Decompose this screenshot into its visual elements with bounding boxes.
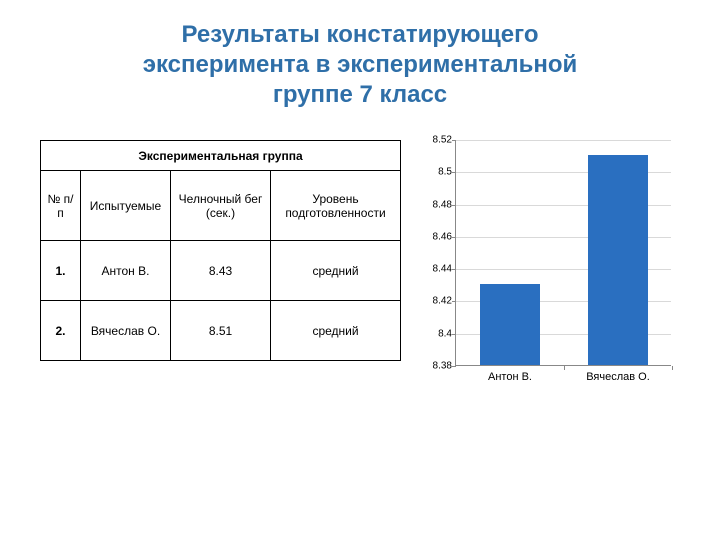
x-tickmark	[672, 366, 673, 370]
title-line-2: эксперимента в экспериментальной	[143, 51, 578, 78]
table-group-header: Экспериментальная группа	[41, 141, 401, 171]
content-row: Экспериментальная группа № п/п Испытуемы…	[40, 140, 680, 390]
page-title: Результаты констатирующего эксперимента …	[40, 20, 680, 110]
table-row: 1. Антон В. 8.43 средний	[41, 241, 401, 301]
title-line-1: Результаты констатирующего	[182, 21, 539, 48]
cell-level: средний	[271, 241, 401, 301]
bar	[480, 284, 539, 365]
col-header-time: Челночный бег (сек.)	[171, 171, 271, 241]
y-tick-label: 8.5	[438, 167, 456, 178]
cell-level: средний	[271, 301, 401, 361]
table-column-header-row: № п/п Испытуемые Челночный бег (сек.) Ур…	[41, 171, 401, 241]
title-line-3: группе 7 класс	[273, 81, 447, 108]
bar-chart-wrap: 8.388.48.428.448.468.488.58.52Антон В.Вя…	[421, 140, 680, 390]
cell-name: Антон В.	[81, 241, 171, 301]
plot-area: 8.388.48.428.448.468.488.58.52Антон В.Вя…	[455, 140, 671, 366]
bar-chart: 8.388.48.428.448.468.488.58.52Антон В.Вя…	[421, 140, 671, 390]
x-axis-label: Антон В.	[456, 365, 564, 383]
y-tick-label: 8.46	[433, 231, 456, 242]
y-tick-label: 8.44	[433, 264, 456, 275]
slide: Результаты констатирующего эксперимента …	[0, 0, 720, 540]
data-table-wrap: Экспериментальная группа № п/п Испытуемы…	[40, 140, 401, 390]
data-table: Экспериментальная группа № п/п Испытуемы…	[40, 140, 401, 361]
table-row: 2. Вячеслав О. 8.51 средний	[41, 301, 401, 361]
col-header-name: Испытуемые	[81, 171, 171, 241]
bar	[588, 155, 647, 365]
table-group-header-row: Экспериментальная группа	[41, 141, 401, 171]
y-tick-label: 8.48	[433, 199, 456, 210]
x-axis-label: Вячеслав О.	[564, 365, 672, 383]
col-header-level: Уровень подготовленности	[271, 171, 401, 241]
cell-num: 1.	[41, 241, 81, 301]
y-tick-label: 8.52	[433, 135, 456, 146]
cell-time: 8.51	[171, 301, 271, 361]
gridline	[456, 140, 671, 141]
cell-num: 2.	[41, 301, 81, 361]
y-tick-label: 8.4	[438, 328, 456, 339]
y-tick-label: 8.38	[433, 361, 456, 372]
y-tick-label: 8.42	[433, 296, 456, 307]
cell-name: Вячеслав О.	[81, 301, 171, 361]
cell-time: 8.43	[171, 241, 271, 301]
col-header-num: № п/п	[41, 171, 81, 241]
